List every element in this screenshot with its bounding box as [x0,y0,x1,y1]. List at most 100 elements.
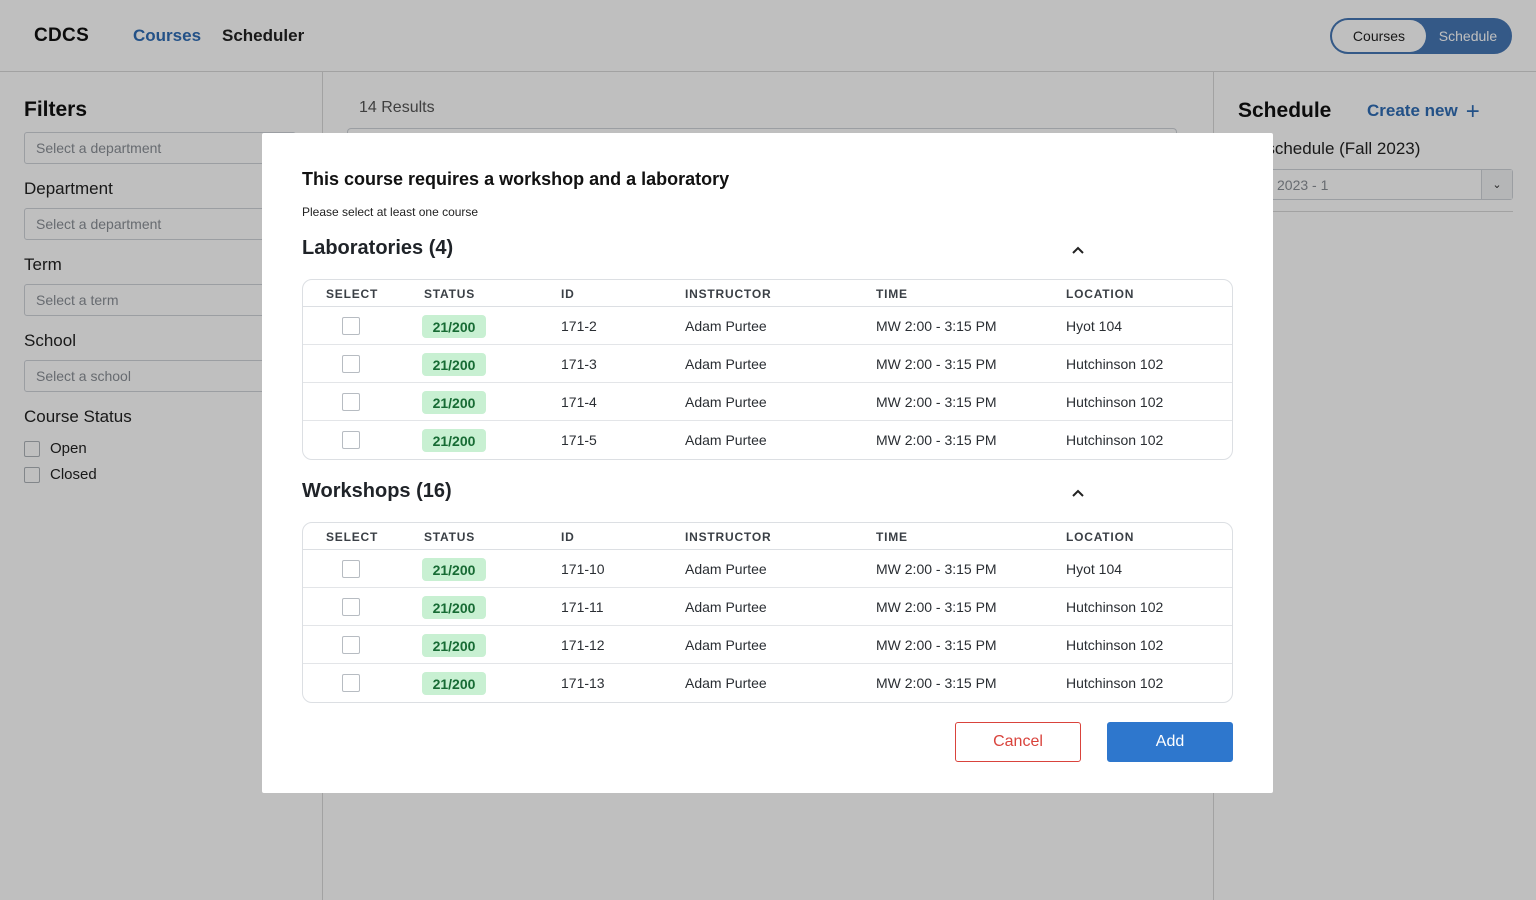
status-closed-checkbox[interactable]: Closed [24,466,97,483]
instructor: Adam Purtee [685,675,767,691]
instructor: Adam Purtee [685,394,767,410]
row-checkbox[interactable] [342,317,360,335]
modal-subtitle: Please select at least one course [302,205,479,219]
col-status: STATUS [424,287,476,301]
current-schedule-label: ent schedule (Fall 2023) [1238,139,1421,158]
term-label: Term [24,255,62,274]
schedule-select[interactable]: 2023 - 1 ⌄ [1238,169,1513,200]
schedule-select-value: 2023 - 1 [1277,176,1329,193]
col-instructor: INSTRUCTOR [685,530,772,544]
department-label: Department [24,179,113,198]
course-status-label: Course Status [24,407,132,426]
course-id: 171-13 [561,675,605,691]
location: Hutchinson 102 [1066,356,1164,372]
chevron-up-icon[interactable] [1068,483,1088,503]
col-select: SELECT [326,530,379,544]
nav-scheduler[interactable]: Scheduler [222,26,305,45]
location: Hyot 104 [1066,561,1123,577]
table-header: SELECT STATUS ID INSTRUCTOR TIME LOCATIO… [303,280,1232,307]
table-header: SELECT STATUS ID INSTRUCTOR TIME LOCATIO… [303,523,1232,550]
chevron-down-icon[interactable]: ⌄ [1481,170,1512,199]
col-id: ID [561,287,575,301]
toggle-schedule[interactable]: Schedule [1438,28,1498,44]
instructor: Adam Purtee [685,318,767,334]
term-select[interactable]: Select a term [24,284,296,316]
modal-title: This course requires a workshop and a la… [302,169,730,189]
checkbox-box[interactable] [24,440,40,457]
col-instructor: INSTRUCTOR [685,287,772,301]
time: MW 2:00 - 3:15 PM [876,675,997,691]
time: MW 2:00 - 3:15 PM [876,394,997,410]
time: MW 2:00 - 3:15 PM [876,637,997,653]
row-checkbox[interactable] [342,636,360,654]
nav-courses[interactable]: Courses [133,26,202,45]
location: Hutchinson 102 [1066,675,1164,691]
table-row: 21/200 171-3 Adam Purtee MW 2:00 - 3:15 … [303,345,1232,383]
row-checkbox[interactable] [342,431,360,449]
create-new-button[interactable]: Create new + [1367,97,1480,125]
status-badge: 21/200 [422,596,486,619]
time: MW 2:00 - 3:15 PM [876,432,997,448]
toggle-courses[interactable]: Courses [1332,20,1426,52]
divider [1238,211,1513,212]
department-select[interactable]: Select a department [24,208,296,240]
app-logo[interactable]: CDCS [34,25,90,46]
course-id: 171-2 [561,318,597,334]
status-badge: 21/200 [422,315,486,338]
workshops-table: SELECT STATUS ID INSTRUCTOR TIME LOCATIO… [302,522,1233,703]
location: Hyot 104 [1066,318,1123,334]
create-new-label: Create new [1367,101,1458,120]
table-row: 21/200 171-11 Adam Purtee MW 2:00 - 3:15… [303,588,1232,626]
row-checkbox[interactable] [342,674,360,692]
cancel-button[interactable]: Cancel [955,722,1081,762]
time: MW 2:00 - 3:15 PM [876,599,997,615]
laboratories-table: SELECT STATUS ID INSTRUCTOR TIME LOCATIO… [302,279,1233,460]
row-checkbox[interactable] [342,560,360,578]
app-header: CDCS Courses Scheduler Courses Schedule [0,0,1536,72]
status-badge: 21/200 [422,391,486,414]
instructor: Adam Purtee [685,356,767,372]
status-badge: 21/200 [422,429,486,452]
col-location: LOCATION [1066,287,1135,301]
chevron-up-icon[interactable] [1068,240,1088,260]
filters-title: Filters [24,98,88,121]
instructor: Adam Purtee [685,432,767,448]
time: MW 2:00 - 3:15 PM [876,561,997,577]
status-badge: 21/200 [422,672,486,695]
col-id: ID [561,530,575,544]
row-checkbox[interactable] [342,393,360,411]
time: MW 2:00 - 3:15 PM [876,356,997,372]
table-row: 21/200 171-13 Adam Purtee MW 2:00 - 3:15… [303,664,1232,702]
col-time: TIME [876,530,908,544]
course-id: 171-4 [561,394,597,410]
table-row: 21/200 171-4 Adam Purtee MW 2:00 - 3:15 … [303,383,1232,421]
add-button[interactable]: Add [1107,722,1233,762]
instructor: Adam Purtee [685,599,767,615]
instructor: Adam Purtee [685,561,767,577]
course-requirements-modal: This course requires a workshop and a la… [262,133,1273,793]
location: Hutchinson 102 [1066,599,1164,615]
col-time: TIME [876,287,908,301]
status-closed-label: Closed [50,466,97,483]
row-checkbox[interactable] [342,598,360,616]
results-count: 14 Results [359,99,435,116]
laboratories-title: Laboratories (4) [302,237,454,259]
checkbox-box[interactable] [24,466,40,483]
location: Hutchinson 102 [1066,637,1164,653]
view-toggle[interactable]: Courses Schedule [1330,18,1512,54]
instructor: Adam Purtee [685,637,767,653]
time: MW 2:00 - 3:15 PM [876,318,997,334]
course-id: 171-12 [561,637,605,653]
course-id: 171-10 [561,561,605,577]
course-id: 171-11 [561,599,604,615]
schedule-title: Schedule [1238,99,1332,122]
school-label: School [24,331,76,350]
plus-icon: + [1465,97,1480,125]
row-checkbox[interactable] [342,355,360,373]
table-row: 21/200 171-12 Adam Purtee MW 2:00 - 3:15… [303,626,1232,664]
filter-search-input[interactable]: Select a department [24,132,296,164]
table-row: 21/200 171-10 Adam Purtee MW 2:00 - 3:15… [303,550,1232,588]
status-open-checkbox[interactable]: Open [24,440,87,457]
workshops-title: Workshops (16) [302,480,452,502]
status-badge: 21/200 [422,634,486,657]
